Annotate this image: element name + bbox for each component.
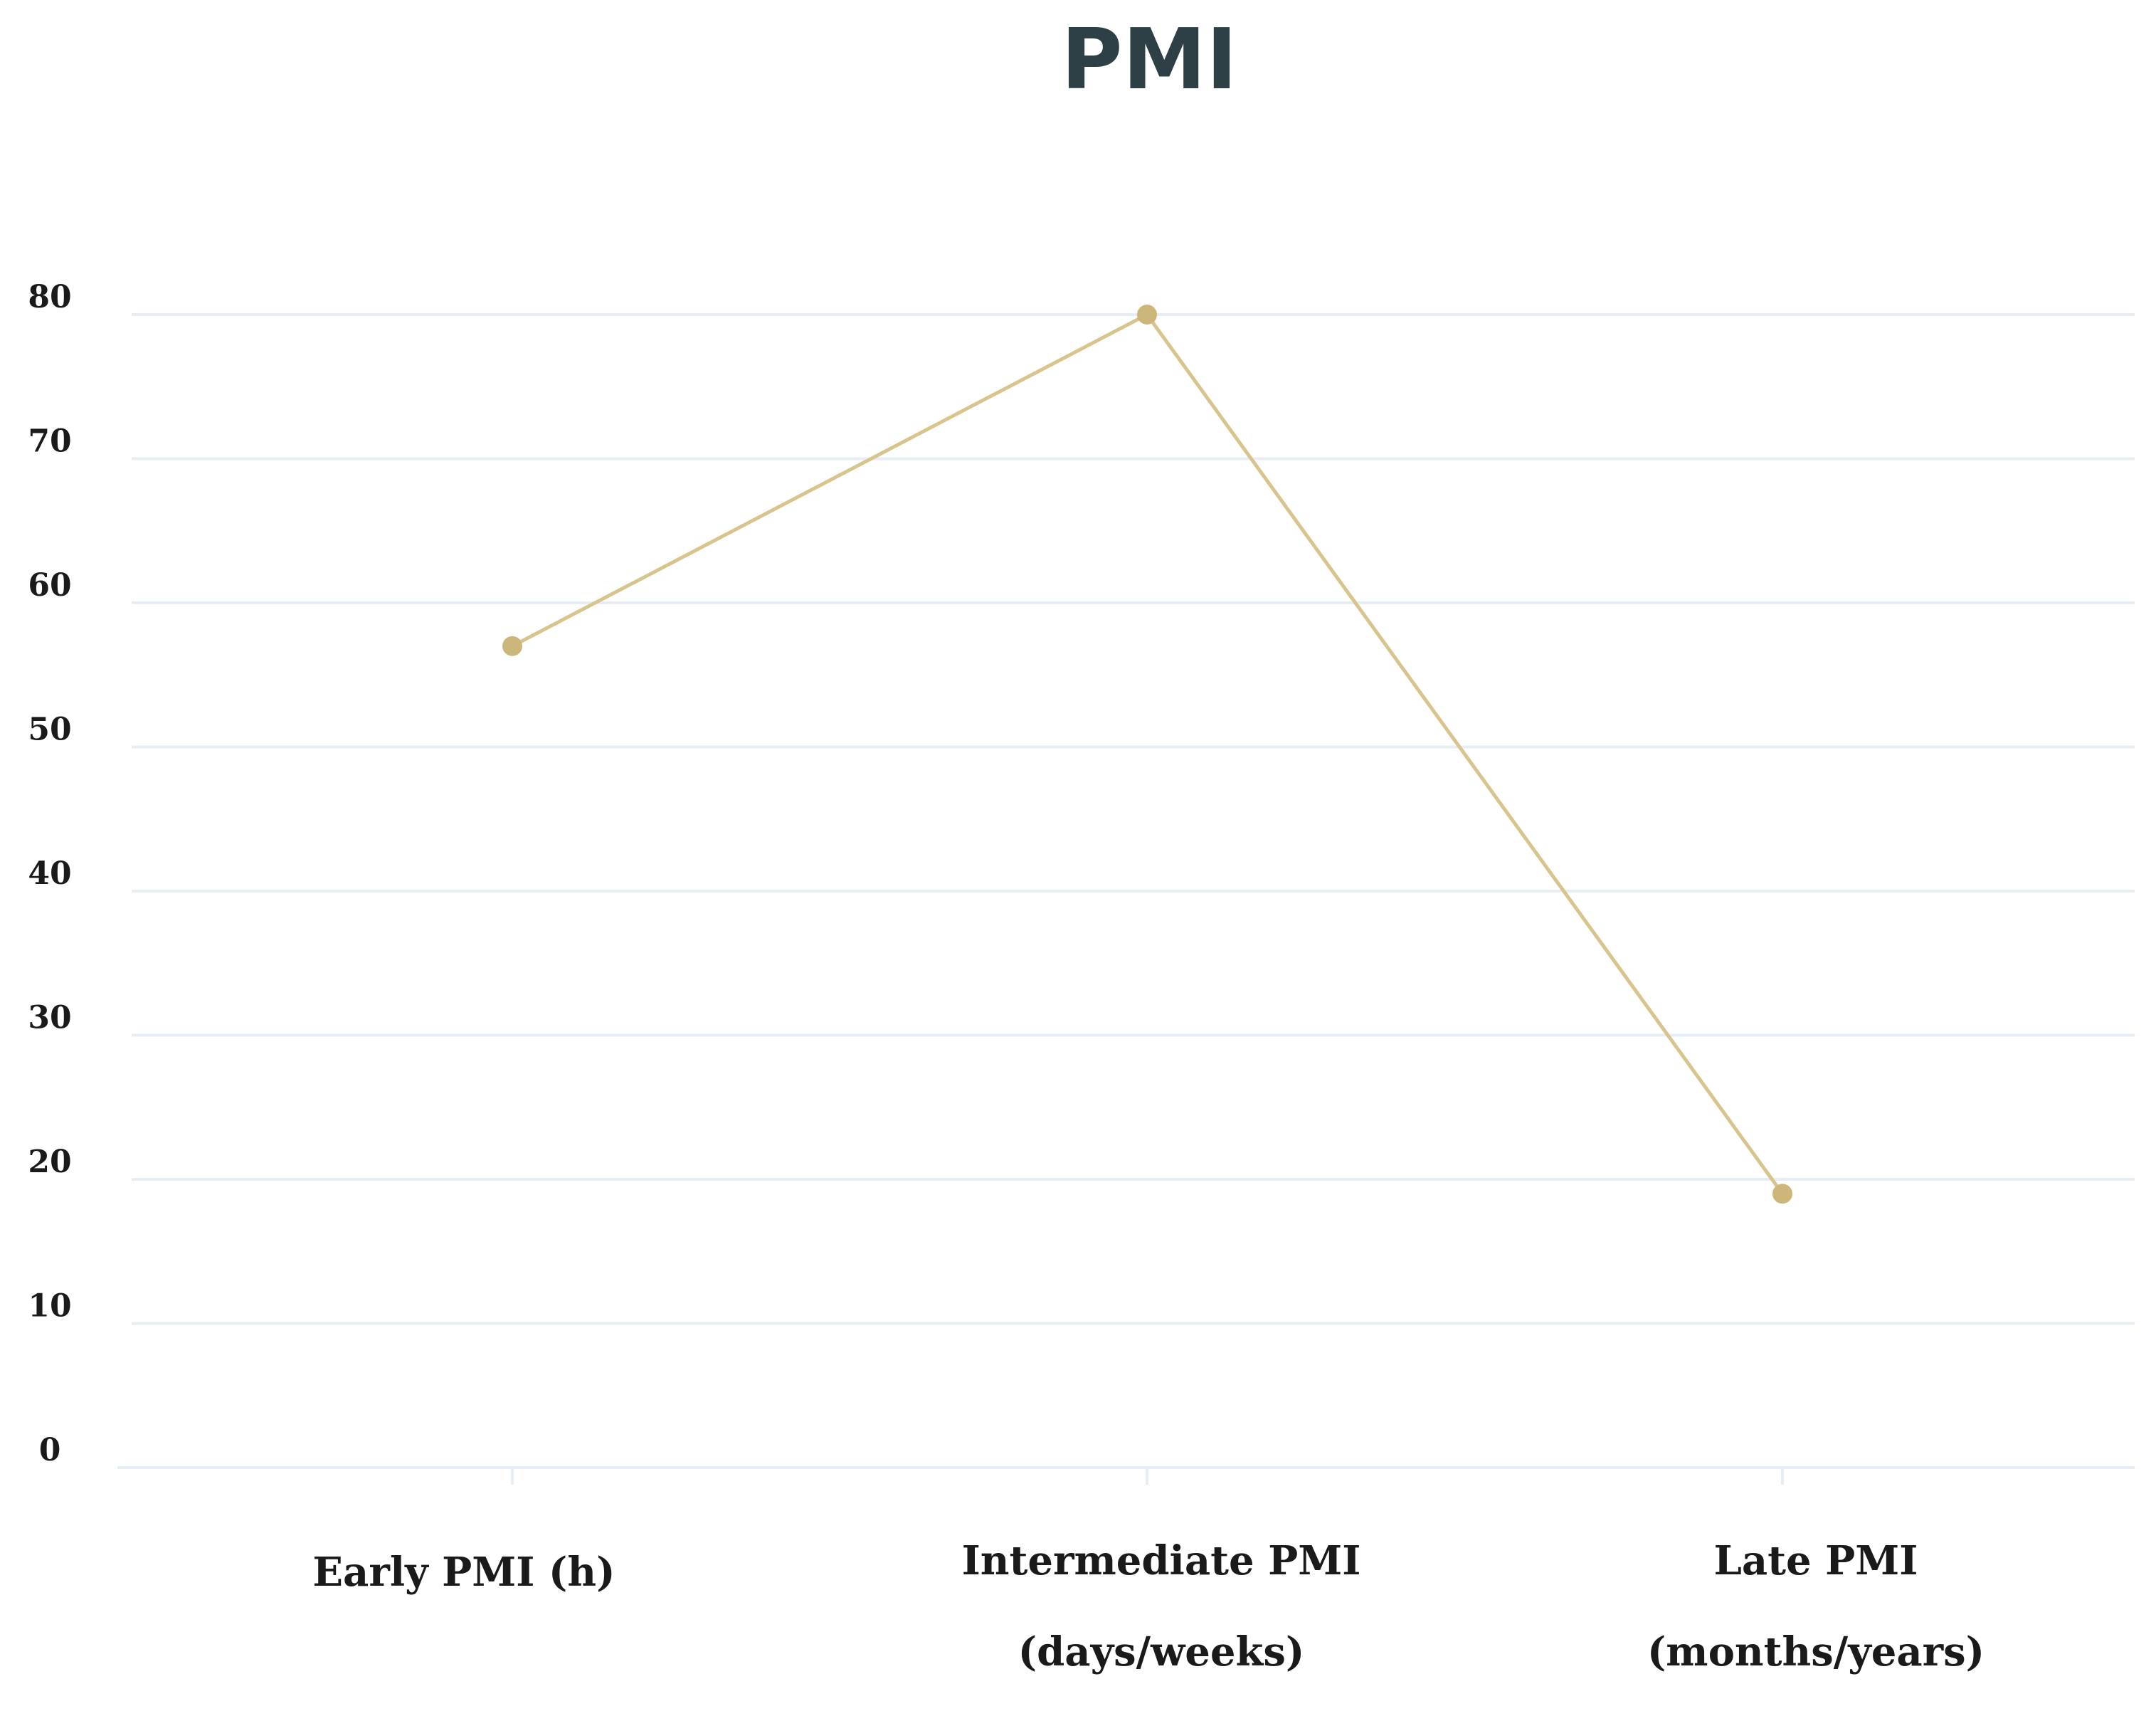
y-tick-label-50: 50 [28,712,71,748]
x-tick-label-1-1: (days/weeks) [1018,1628,1305,1675]
y-tick-label-20: 20 [28,1144,71,1180]
data-point-0-0 [502,636,522,656]
y-axis: 0 10 20 30 40 50 60 70 80 [28,279,71,1468]
y-tick-label-40: 40 [28,856,71,892]
y-tick-label-30: 30 [28,1000,71,1036]
y-tick-label-60: 60 [28,567,71,604]
y-tick-label-80: 80 [28,279,71,315]
x-tick-label-2-0: Late PMI [1714,1537,1918,1584]
x-tick-label-1-0: Intermediate PMI [962,1537,1361,1584]
x-axis: Early PMI (h) Intermediate PMI (days/weeks… [312,1468,1985,1675]
series [502,305,1792,1204]
x-tick-label-0-0: Early PMI (h) [312,1549,615,1596]
x-tick-label-2-1: (months/years) [1647,1628,1985,1675]
series-line-0 [511,312,1785,1195]
chart-title: PMI [1061,10,1237,108]
y-tick-label-10: 10 [28,1288,71,1325]
data-point-0-1 [1137,305,1157,325]
gridlines [117,313,2135,1469]
y-tick-label-70: 70 [28,423,71,460]
data-point-0-2 [1772,1184,1792,1204]
y-tick-label-0: 0 [39,1432,61,1468]
